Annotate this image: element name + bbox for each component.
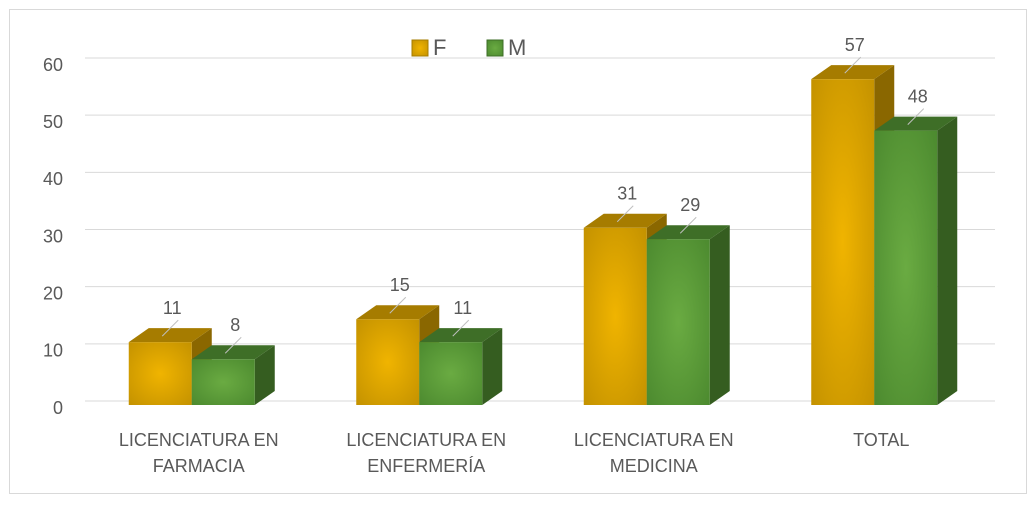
- leader-line: [907, 108, 925, 125]
- leader-line: [224, 336, 242, 354]
- bar-face: [874, 130, 938, 405]
- data-label: 15: [390, 275, 410, 295]
- bar-face: [811, 79, 875, 406]
- leader-line: [161, 319, 179, 337]
- leader-line: [452, 319, 470, 337]
- data-label: 57: [845, 35, 865, 55]
- data-label: 29: [680, 195, 700, 215]
- x-tick-label: TOTAL: [853, 430, 910, 450]
- bar-face: [874, 116, 958, 131]
- leader-line: [679, 216, 697, 234]
- legend-swatch: [411, 39, 429, 57]
- x-tick-label: LICENCIATURA EN MEDICINA: [573, 430, 734, 476]
- data-label: 11: [163, 298, 182, 318]
- bar: [874, 116, 958, 405]
- bar-face: [128, 328, 212, 343]
- data-label: 48: [908, 86, 928, 106]
- bar-face: [937, 116, 958, 405]
- bar-face: [709, 225, 730, 405]
- bar-face: [646, 225, 730, 240]
- y-tick-label: 30: [43, 226, 63, 246]
- y-tick-label: 20: [43, 283, 63, 303]
- y-tick-label: 50: [43, 112, 63, 132]
- legend-swatch: [486, 39, 504, 57]
- bar-face: [583, 227, 647, 405]
- legend-label: F: [433, 35, 446, 60]
- data-label: 31: [617, 184, 637, 204]
- y-tick-label: 10: [43, 341, 63, 361]
- bar-face: [254, 345, 275, 405]
- leader-line: [844, 56, 862, 74]
- bar-face: [419, 342, 483, 405]
- data-label: 11: [453, 298, 472, 318]
- x-tick-label: LICENCIATURA EN ENFERMERÍA: [346, 430, 507, 476]
- leader-line: [389, 296, 407, 314]
- bar-face: [646, 239, 710, 405]
- bar-face: [128, 342, 192, 405]
- leader-line: [616, 205, 634, 223]
- bar-face: [482, 328, 503, 405]
- bar-face: [419, 328, 503, 343]
- y-tick-label: 0: [53, 398, 63, 418]
- y-tick-label: 60: [43, 55, 63, 75]
- bar-face: [356, 319, 420, 405]
- bar: [646, 225, 730, 405]
- bar: [191, 345, 275, 405]
- bar-face: [583, 213, 667, 228]
- x-tick-label: LICENCIATURA EN FARMACIA: [118, 430, 279, 476]
- legend-label: M: [508, 35, 526, 60]
- y-tick-label: 40: [43, 169, 63, 189]
- bar-face: [356, 305, 440, 320]
- bar-face: [811, 65, 895, 80]
- bar: [419, 328, 503, 405]
- bar-face: [191, 345, 275, 360]
- bar-face: [191, 359, 255, 405]
- data-label: 8: [230, 315, 240, 335]
